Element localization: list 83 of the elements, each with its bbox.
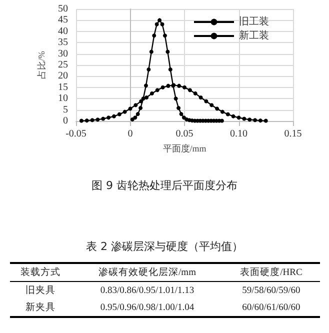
point (162, 34, 167, 38)
y-tick-label: 25 (58, 60, 68, 70)
point (188, 88, 192, 92)
y-tick-label: 35 (58, 37, 68, 48)
point (258, 118, 262, 123)
point (122, 110, 127, 114)
point (160, 85, 165, 90)
text: 装载方式 (10, 263, 72, 282)
text: 表面硬度/HRC (222, 263, 320, 282)
point (144, 84, 148, 88)
point (141, 96, 146, 101)
x-tick-label: 0.15 (284, 128, 302, 140)
point (136, 112, 140, 116)
legend-label: 旧工装 (239, 16, 269, 28)
point (84, 118, 89, 123)
y-tick-label: 20 (58, 70, 68, 82)
point (226, 112, 230, 116)
point (177, 84, 182, 88)
point (204, 99, 208, 104)
point (133, 116, 138, 120)
y-tick-label: 15 (58, 82, 68, 93)
x-axis-title: 平面度/mm (162, 143, 206, 154)
point (166, 84, 170, 88)
point (150, 91, 154, 96)
point (220, 110, 224, 114)
point (264, 118, 268, 123)
x-tick-label: 0.10 (230, 128, 248, 140)
point (146, 67, 151, 72)
y-tick-label: 0 (63, 116, 68, 126)
point (134, 103, 138, 108)
point (168, 67, 172, 72)
text: 渗碳有效硬化层深/mm (72, 263, 223, 282)
point (112, 114, 116, 118)
y-tick-label: 45 (58, 14, 68, 26)
point (130, 117, 134, 122)
point (152, 34, 156, 38)
point (253, 118, 258, 122)
point (174, 96, 178, 101)
point (139, 99, 144, 104)
point (193, 91, 198, 96)
text: 0.95/0.96/0.98/1.00/1.04 (72, 299, 223, 317)
point (144, 95, 149, 100)
y-tick-label: 40 (58, 26, 68, 37)
point (117, 112, 122, 116)
point (160, 22, 164, 26)
y-tick-label: 30 (58, 48, 68, 60)
point (231, 114, 236, 118)
y-tick-label: 50 (58, 4, 68, 14)
x-tick-label: 0.05 (176, 128, 194, 140)
point (101, 116, 106, 121)
y-tick-label: 10 (58, 93, 68, 104)
point (176, 106, 181, 110)
point (154, 22, 159, 26)
text: 新夹具 (10, 299, 72, 317)
point (128, 106, 132, 111)
point (90, 118, 94, 122)
text: 0.83/0.86/0.95/1.01/1.13 (99, 284, 196, 298)
text: 图 9 齿轮热处理后平面度分布 (92, 179, 238, 192)
text: 60/60/61/60/60 (222, 299, 320, 317)
point (182, 85, 186, 90)
point (215, 106, 220, 111)
legend-label: 新工装 (239, 30, 269, 42)
point (149, 50, 154, 54)
point (155, 88, 160, 92)
text: 表 2 渗碳层深与硬度（平均值） (85, 239, 244, 255)
text: 59/58/60/59/60 (241, 284, 302, 298)
point (236, 116, 241, 120)
x-tick-label: -0.05 (66, 128, 86, 140)
point (158, 18, 162, 22)
y-axis-title: 占比/% (36, 50, 46, 79)
point (248, 118, 252, 122)
point (79, 118, 84, 123)
point (210, 103, 214, 108)
point (198, 95, 203, 100)
point (138, 106, 143, 110)
point (242, 116, 246, 121)
point (166, 50, 170, 54)
y-tick-label: 5 (63, 104, 68, 116)
point (96, 118, 100, 122)
text: 旧夹具 (24, 284, 57, 298)
point (106, 116, 111, 120)
point (179, 112, 184, 116)
x-tick-label: 0 (128, 128, 133, 140)
